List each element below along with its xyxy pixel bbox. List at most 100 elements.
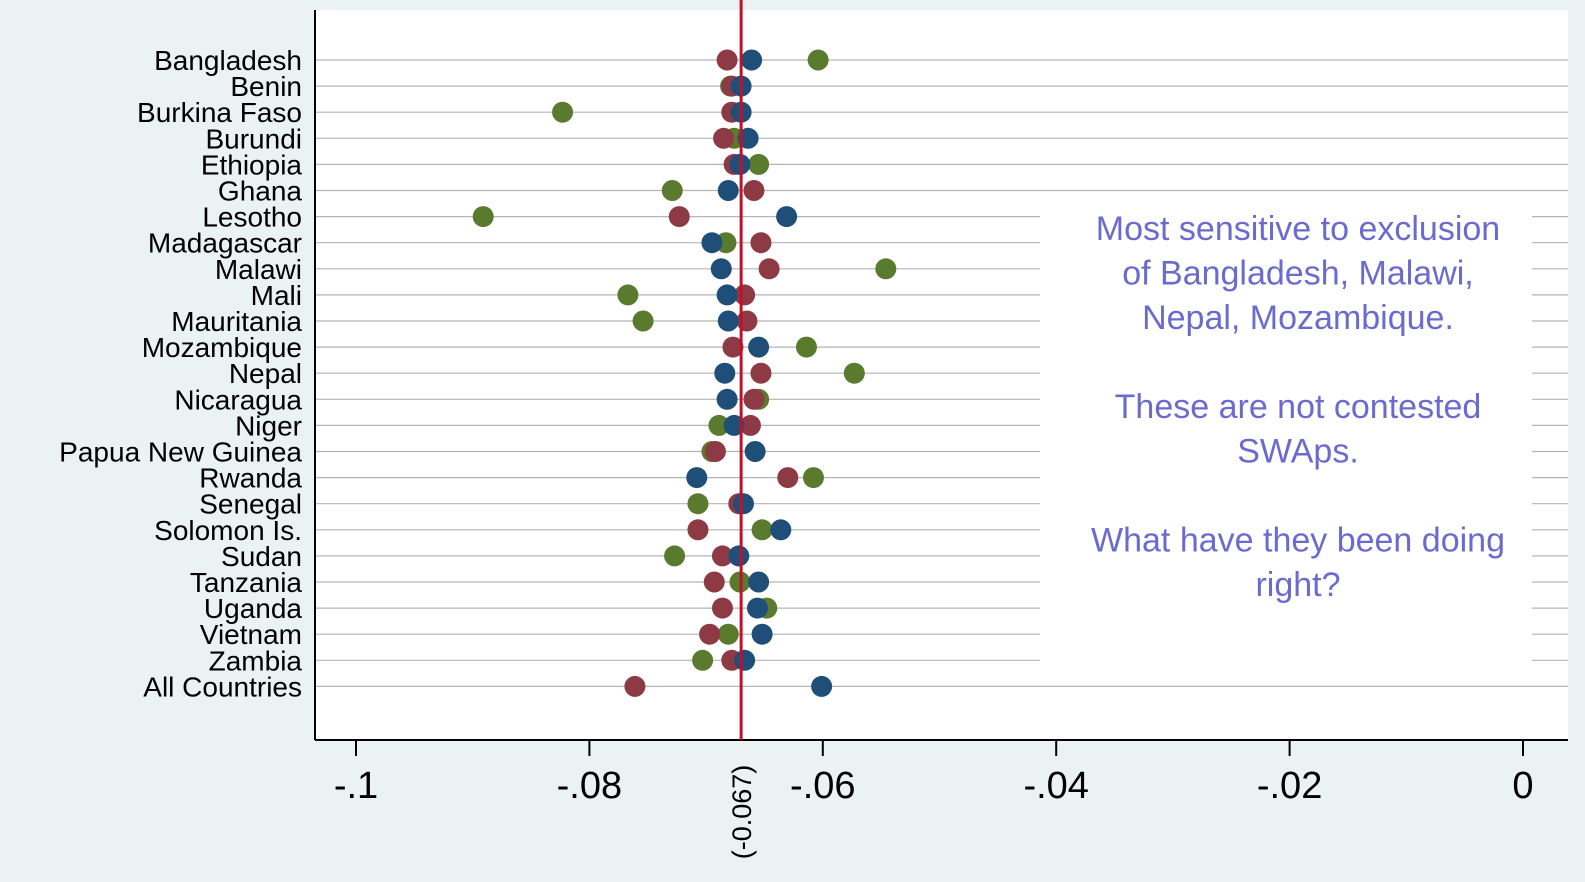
category-label: Papua New Guinea <box>59 437 302 468</box>
data-point <box>716 284 738 306</box>
x-tick-label: -.02 <box>1257 765 1322 807</box>
data-point <box>732 493 754 515</box>
annotation-text: What have they been doing <box>1091 522 1505 560</box>
data-point <box>552 101 574 123</box>
data-point <box>776 206 798 228</box>
category-label: Burkina Faso <box>137 97 302 128</box>
data-point <box>807 49 829 71</box>
data-point <box>748 571 770 593</box>
data-point <box>717 623 739 645</box>
data-point <box>687 493 709 515</box>
x-tick-label: -.06 <box>790 765 855 807</box>
data-point <box>699 623 721 645</box>
data-point <box>704 441 726 462</box>
data-point <box>711 597 733 619</box>
category-label: Bangladesh <box>154 45 302 76</box>
data-point <box>661 180 683 201</box>
data-point <box>723 414 745 436</box>
data-point <box>701 232 723 254</box>
data-point <box>717 180 739 201</box>
category-label: Mali <box>251 280 302 311</box>
category-label: Mozambique <box>142 332 302 363</box>
data-point <box>811 675 833 697</box>
data-point <box>713 127 735 149</box>
data-point <box>717 310 739 332</box>
data-point <box>748 336 770 358</box>
data-point <box>686 467 708 489</box>
data-point <box>703 571 725 593</box>
data-point <box>741 49 763 71</box>
data-point <box>750 362 772 384</box>
data-point <box>770 519 792 541</box>
category-label: Niger <box>235 410 302 441</box>
annotation-text: Most sensitive to exclusion <box>1096 210 1500 248</box>
x-tick-label: -.08 <box>557 765 622 807</box>
data-point <box>632 310 654 332</box>
data-point <box>687 519 709 541</box>
category-label: Zambia <box>209 645 303 676</box>
data-point <box>795 336 817 358</box>
data-point <box>708 414 730 436</box>
annotation-text: SWAps. <box>1237 433 1359 471</box>
annotation-text: right? <box>1255 566 1340 604</box>
reference-line-label: (-0.067) <box>727 765 757 860</box>
category-label: Ghana <box>218 176 302 207</box>
category-label: Ethiopia <box>201 149 303 180</box>
category-label: Rwanda <box>199 463 302 494</box>
data-point <box>668 206 690 228</box>
data-point <box>728 545 750 567</box>
data-point <box>777 467 799 489</box>
data-point <box>714 362 736 384</box>
data-point <box>739 414 761 436</box>
data-point <box>692 649 714 671</box>
x-tick-label: -.04 <box>1023 765 1088 807</box>
category-label: All Countries <box>143 671 302 702</box>
data-point <box>472 206 494 228</box>
category-label: Nepal <box>229 358 302 389</box>
data-point <box>722 336 744 358</box>
data-point <box>736 310 758 332</box>
data-point <box>711 545 733 567</box>
data-point <box>748 153 770 175</box>
category-label: Solomon Is. <box>154 515 302 546</box>
data-point <box>750 232 772 254</box>
data-point <box>710 258 732 280</box>
category-label: Mauritania <box>171 306 302 337</box>
category-label: Senegal <box>199 489 302 520</box>
annotation-text: of Bangladesh, Malawi, <box>1122 255 1474 293</box>
data-point <box>734 649 756 671</box>
category-label: Malawi <box>215 254 302 285</box>
data-point <box>716 49 738 71</box>
data-point <box>875 258 897 280</box>
data-point <box>737 127 759 149</box>
data-point <box>743 180 765 201</box>
category-label: Uganda <box>204 593 303 624</box>
data-point <box>716 388 738 410</box>
data-point <box>624 675 646 697</box>
category-label: Lesotho <box>202 202 302 233</box>
data-point <box>802 467 824 489</box>
data-point <box>744 441 766 462</box>
category-label: Benin <box>230 71 302 102</box>
annotation-text: Nepal, Mozambique. <box>1142 299 1454 337</box>
plot-area <box>315 10 1568 740</box>
category-label: Tanzania <box>190 567 303 598</box>
data-point <box>734 284 756 306</box>
data-point <box>843 362 865 384</box>
category-label: Madagascar <box>148 228 302 259</box>
data-point <box>751 519 773 541</box>
category-label: Sudan <box>221 541 302 572</box>
data-point <box>758 258 780 280</box>
data-point <box>664 545 686 567</box>
data-point <box>617 284 639 306</box>
x-tick-label: -.1 <box>334 765 378 807</box>
category-label: Nicaragua <box>174 384 302 415</box>
category-label: Burundi <box>205 123 302 154</box>
data-point <box>751 623 773 645</box>
data-point <box>743 388 765 410</box>
x-tick-label: 0 <box>1512 765 1533 807</box>
data-point <box>746 597 768 619</box>
annotation-text: These are not contested <box>1115 388 1482 426</box>
